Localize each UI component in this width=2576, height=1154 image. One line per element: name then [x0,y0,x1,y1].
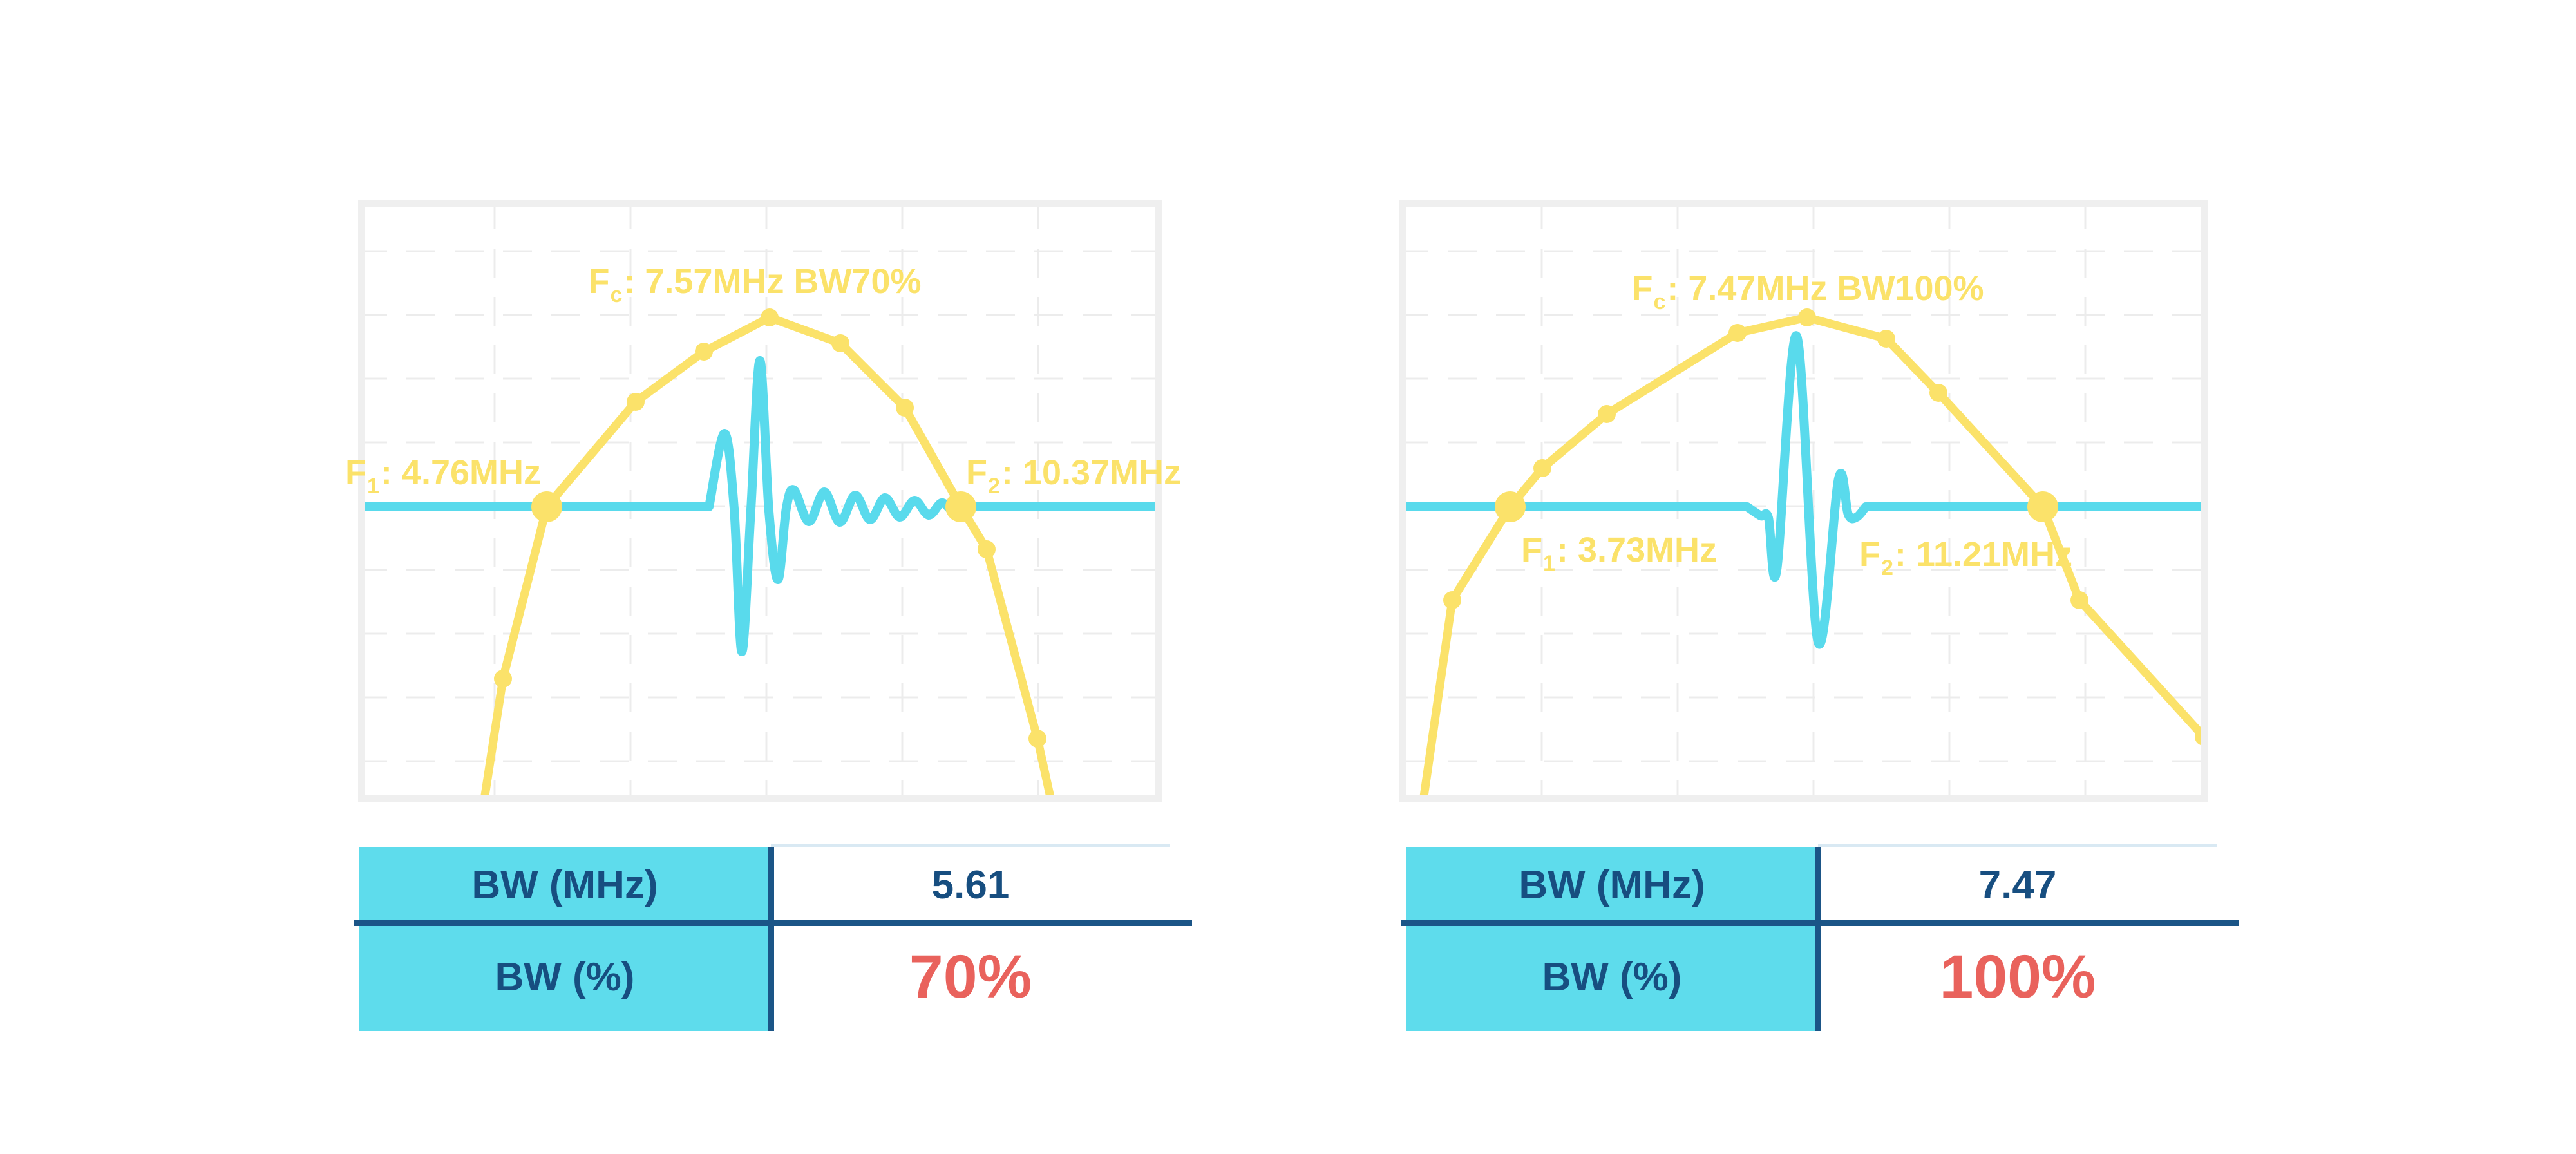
table-top-divider [1818,844,2217,847]
bw-percent-value-cell: 100% [1939,942,2096,1011]
fc-annotation-bw70: Fc: 7.57MHz BW70% [588,262,922,306]
f1-subscript: 1 [367,474,379,498]
bandwidth-table-bw100: BW (MHz) 7.47 BW (%) 100% [1401,844,2239,1031]
bw-mhz-value-cell: 5.61 [931,862,1010,907]
f1-annotation-bw70: F1: 4.76MHz [345,453,541,497]
bw-mhz-value-cell: 7.47 [1978,862,2057,907]
spectrum-chart-bw100: Fc: 7.47MHz BW100% F1: 3.73MHz F2: 11.21… [1399,200,2208,802]
f1-symbol: F [1521,531,1542,569]
fc-annotation-bw100: Fc: 7.47MHz BW100% [1631,269,1984,313]
bw-mhz-label-cell: BW (MHz) [359,847,771,923]
fc-value-text: : 7.57MHz BW70% [623,262,922,301]
spectrum-plot-bw70 [358,200,1162,802]
f1-subscript: 1 [1543,551,1555,576]
table-row-bw-mhz: BW (MHz) 7.47 [1406,847,2217,923]
table-column-divider [1815,847,1821,1031]
f1-symbol: F [345,453,366,492]
fc-symbol: F [1631,269,1653,308]
f1-value-text: : 4.76MHz [380,453,541,492]
f2-value-text: : 10.37MHz [1001,453,1182,492]
bandwidth-table-bw70: BW (MHz) 5.61 BW (%) 70% [354,844,1192,1031]
f2-symbol: F [966,453,987,492]
f1-value-text: : 3.73MHz [1556,531,1717,569]
f2-subscript: 2 [1881,556,1893,580]
fc-value-text: : 7.47MHz BW100% [1667,269,1984,308]
bw-percent-label-cell: BW (%) [1406,923,1818,1031]
f2-annotation-bw70: F2: 10.37MHz [966,453,1182,497]
f2-subscript: 2 [988,474,1000,498]
f2-symbol: F [1859,535,1880,574]
bw-mhz-label-cell: BW (MHz) [1406,847,1818,923]
f2-annotation-bw100: F2: 11.21MHz [1859,535,2073,579]
table-top-divider [771,844,1170,847]
table-column-divider [768,847,774,1031]
fc-subscript: c [610,283,623,307]
table-row-bw-percent: BW (%) 100% [1406,923,2217,1031]
bw-percent-value-cell: 70% [909,942,1032,1011]
table-row-bw-mhz: BW (MHz) 5.61 [359,847,1170,923]
f2-value-text: : 11.21MHz [1894,535,2073,574]
spectrum-chart-bw70: Fc: 7.57MHz BW70% F1: 4.76MHz F2: 10.37M… [345,200,1181,802]
fc-symbol: F [588,262,610,301]
fc-subscript: c [1653,290,1666,314]
bw-percent-label-cell: BW (%) [359,923,771,1031]
spectrum-plot-bw100 [1399,200,2208,802]
table-row-bw-percent: BW (%) 70% [359,923,1170,1031]
f1-annotation-bw100: F1: 3.73MHz [1521,531,1717,574]
